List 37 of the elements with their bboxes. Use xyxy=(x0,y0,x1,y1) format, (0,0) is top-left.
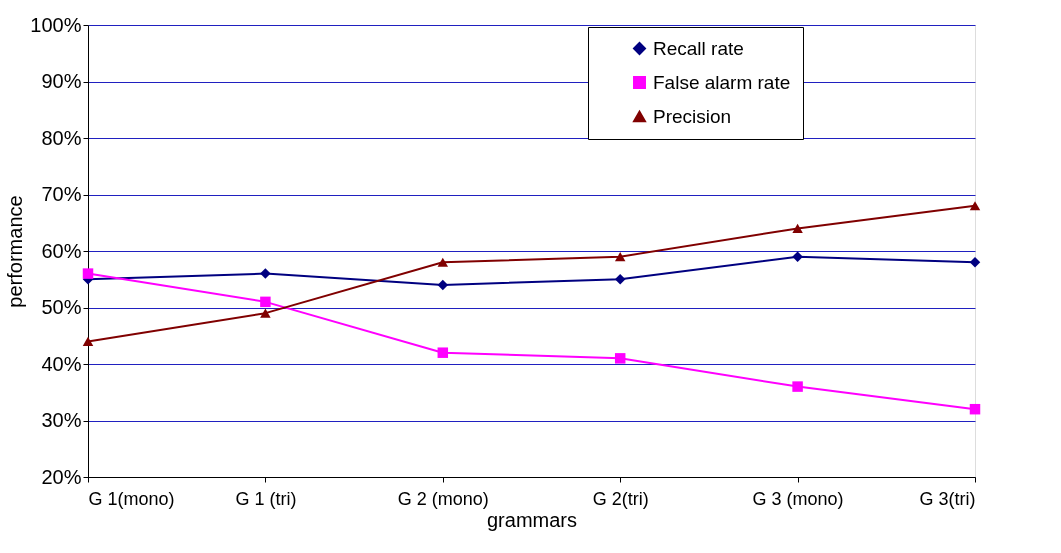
point xyxy=(969,201,981,211)
point xyxy=(614,252,626,262)
y-tick-label: 60% xyxy=(41,239,82,262)
point xyxy=(260,296,271,308)
x-axis-title: grammars xyxy=(486,508,578,531)
point xyxy=(82,336,94,346)
y-tick-label: 100% xyxy=(30,13,82,36)
y-tick-label: 30% xyxy=(41,409,82,431)
point xyxy=(792,223,803,233)
point xyxy=(614,274,626,285)
y-tick-label: 80% xyxy=(41,126,82,149)
x-tick-label: G 3(tri) xyxy=(919,488,976,509)
y-tick-label: 20% xyxy=(41,465,82,488)
point xyxy=(82,268,94,279)
point xyxy=(969,403,981,415)
point xyxy=(437,347,449,358)
x-tick-label: G 3 (mono) xyxy=(752,488,844,509)
point xyxy=(614,353,626,364)
y-tick-label: 70% xyxy=(41,183,82,205)
legend-label: Precision xyxy=(653,105,732,127)
y-tick-label: 50% xyxy=(41,296,82,318)
point xyxy=(792,381,803,392)
legend-label: Recall rate xyxy=(653,37,744,59)
point xyxy=(437,257,449,267)
point xyxy=(260,308,271,318)
y-axis-title: performance xyxy=(4,195,27,308)
x-tick-label: G 2(tri) xyxy=(592,488,649,509)
x-tick-label: G 2 (mono) xyxy=(397,488,489,509)
y-tick-label: 40% xyxy=(41,352,82,375)
point xyxy=(969,257,981,268)
point xyxy=(437,279,449,291)
x-tick-label: G 1 (tri) xyxy=(235,488,297,509)
legend-label: False alarm rate xyxy=(653,71,791,93)
y-tick-label: 90% xyxy=(41,70,82,92)
point xyxy=(792,251,803,262)
x-tick-label: G 1(mono) xyxy=(88,488,175,509)
point xyxy=(260,268,271,279)
